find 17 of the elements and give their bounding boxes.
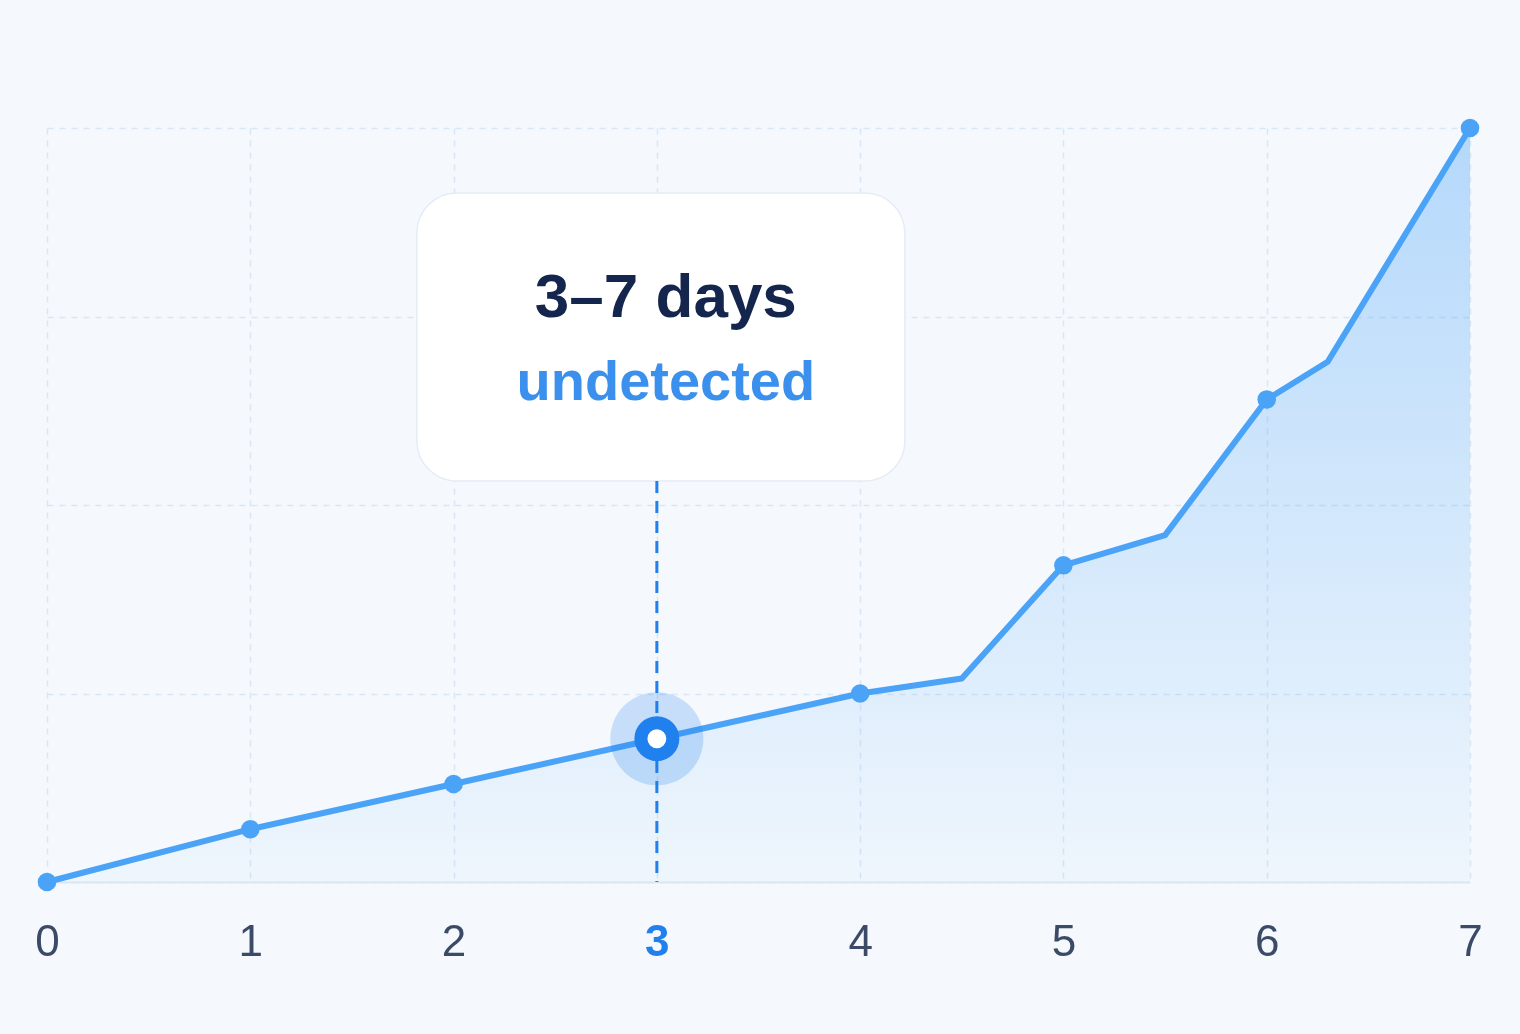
- annotation: undetected: [516, 349, 816, 412]
- x-tick-label: 6: [1254, 915, 1280, 965]
- point: [240, 819, 260, 839]
- annotation: 3–7 days: [534, 261, 797, 330]
- point: [1257, 390, 1277, 409]
- x-tick-label: 4: [848, 915, 873, 965]
- x-tick-label: 1: [238, 915, 264, 965]
- x-tick-label: 3: [645, 915, 670, 965]
- x-tick-label: 5: [1051, 915, 1077, 965]
- point: [1460, 118, 1480, 138]
- x-tick-label: 7: [1458, 915, 1483, 965]
- point: [444, 774, 463, 794]
- x-tick-label: 2: [441, 915, 467, 965]
- x-tick-label: 0: [35, 915, 60, 965]
- point: [1054, 556, 1073, 575]
- point: [850, 684, 870, 703]
- point: [37, 872, 57, 892]
